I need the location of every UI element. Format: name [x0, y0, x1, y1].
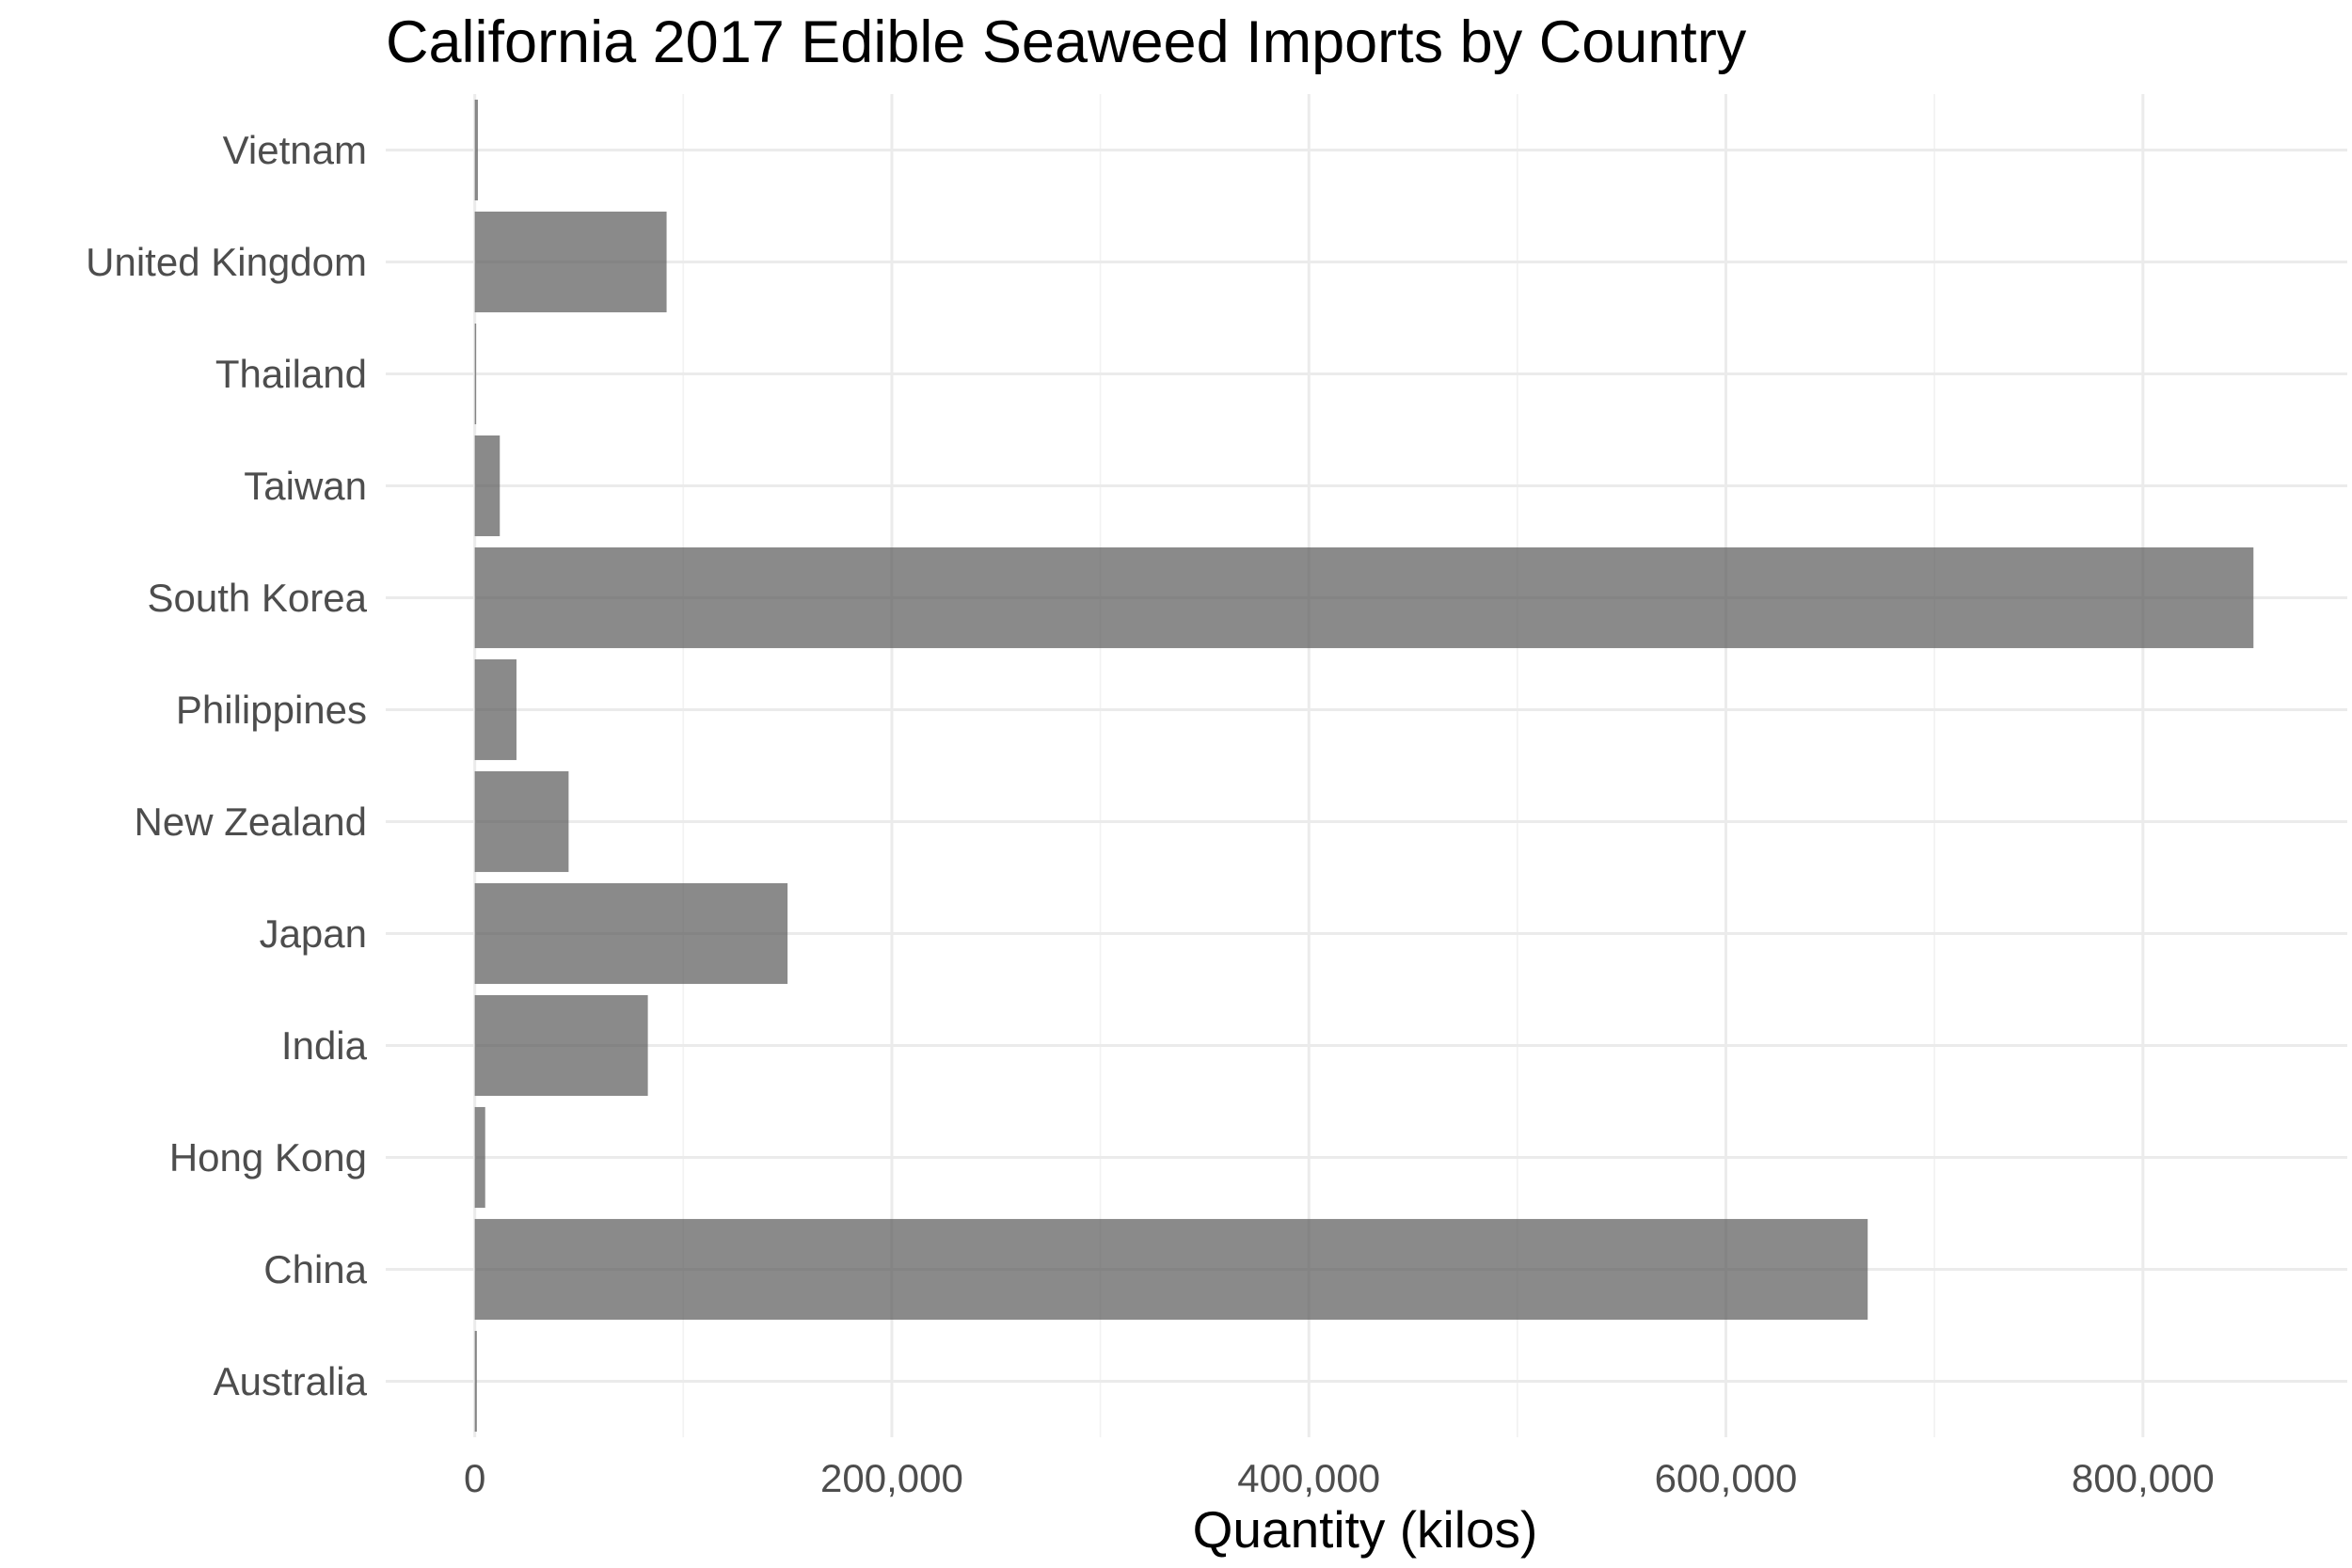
y-tick-label-south-korea: South Korea	[147, 576, 367, 620]
y-tick-label-taiwan: Taiwan	[244, 464, 367, 508]
x-tick-label: 0	[464, 1456, 485, 1500]
bar-japan	[474, 882, 788, 985]
chart-title: California 2017 Edible Seaweed Imports b…	[386, 9, 1747, 75]
bars	[474, 99, 2254, 1433]
x-axis-title: Quantity (kilos)	[1193, 1500, 1538, 1559]
y-tick-label-united-kingdom: United Kingdom	[86, 240, 367, 284]
x-tick-label: 800,000	[2072, 1456, 2215, 1500]
y-axis-tick-labels: Australia China Hong Kong India Japan New Zea…	[86, 128, 367, 1403]
bar-taiwan	[474, 435, 501, 537]
bar-philippines	[474, 658, 516, 761]
y-tick-label-thailand: Thailand	[215, 352, 367, 396]
bar-vietnam	[474, 99, 478, 201]
bar-hong-kong	[474, 1106, 485, 1209]
x-axis-tick-labels: 0 200,000 400,000 600,000 800,000	[464, 1456, 2215, 1500]
y-tick-label-hong-kong: Hong Kong	[169, 1135, 367, 1180]
bar-new-zealand	[474, 770, 569, 873]
bar-united-kingdom	[474, 211, 667, 313]
y-tick-label-india: India	[281, 1023, 368, 1068]
x-tick-label: 200,000	[820, 1456, 963, 1500]
y-tick-label-japan: Japan	[260, 911, 367, 956]
bar-australia	[474, 1330, 477, 1433]
bar-china	[474, 1218, 1868, 1321]
x-tick-label: 400,000	[1237, 1456, 1380, 1500]
x-tick-label: 600,000	[1655, 1456, 1798, 1500]
y-tick-label-china: China	[263, 1247, 367, 1291]
y-tick-label-philippines: Philippines	[176, 688, 367, 732]
y-tick-label-new-zealand: New Zealand	[135, 800, 367, 844]
bar-south-korea	[474, 546, 2254, 649]
bar-thailand	[474, 323, 477, 425]
y-tick-label-australia: Australia	[214, 1359, 368, 1403]
y-tick-label-vietnam: Vietnam	[223, 128, 367, 172]
bar-india	[474, 994, 648, 1097]
